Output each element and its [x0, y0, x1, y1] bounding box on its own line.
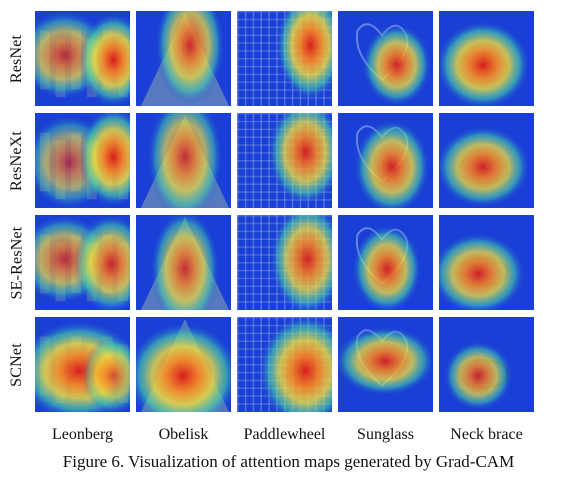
heatmap-tile-paddlewheel-resnext: [236, 112, 333, 209]
heatmap-tile-obelisk-resnext: [135, 112, 232, 209]
figure-caption: Figure 6. Visualization of attention map…: [62, 452, 515, 471]
heatmap-tile-sunglass-resnet: [337, 10, 434, 107]
heatmap-tile-sunglass-se-resnet: [337, 214, 434, 311]
heatmap-tile-leonberg-scnet: [34, 316, 131, 413]
heatmap-tile-leonberg-se-resnet: [34, 214, 131, 311]
heatmap-tile-sunglass-resnext: [337, 112, 434, 209]
heatmap-tile-leonberg-resnext: [34, 112, 131, 209]
heatmap-tile-paddlewheel-scnet: [236, 316, 333, 413]
row-label-scnet: SCNet: [8, 342, 26, 387]
heatmap-tile-neckbrace-resnet: [438, 10, 535, 107]
heatmap-tile-paddlewheel-resnet: [236, 10, 333, 107]
col-label-obelisk: Obelisk: [158, 426, 209, 443]
heatmap-tile-paddlewheel-se-resnet: [236, 214, 333, 311]
heatmap-tile-neckbrace-se-resnet: [438, 214, 535, 311]
heatmap-tile-leonberg-resnet: [34, 10, 131, 107]
row-label-resnet: ResNet: [8, 34, 25, 83]
col-label-paddlewheel: Paddlewheel: [243, 426, 326, 443]
heatmap-tile-neckbrace-scnet: [438, 316, 535, 413]
row-label-resnext: ResNeXt: [8, 130, 25, 191]
col-label-neck-brace: Neck brace: [450, 426, 523, 443]
col-label-sunglass: Sunglass: [357, 426, 414, 443]
heatmap-tile-obelisk-se-resnet: [135, 214, 232, 311]
row-label-se-resnet: SE-ResNet: [8, 226, 25, 299]
col-label-leonberg: Leonberg: [51, 426, 113, 443]
heatmap-tile-sunglass-scnet: [337, 316, 434, 413]
heatmap-tile-neckbrace-resnext: [438, 112, 535, 209]
heatmap-tile-obelisk-resnet: [135, 10, 232, 107]
heatmap-tile-obelisk-scnet: [135, 316, 232, 413]
